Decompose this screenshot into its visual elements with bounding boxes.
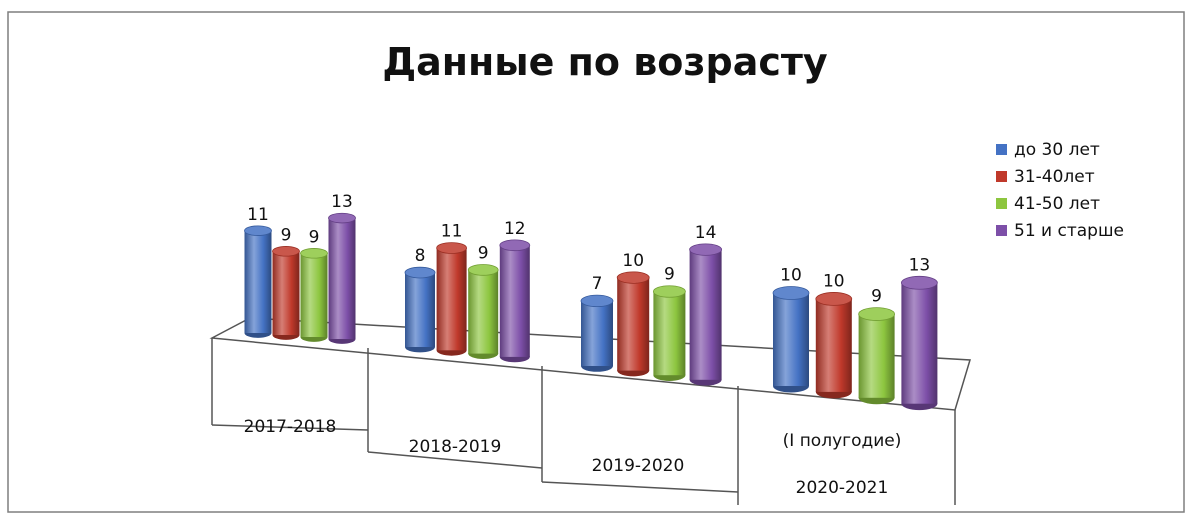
category-label: 2017-2018 <box>244 417 337 437</box>
category-label: 2020-2021 <box>796 478 889 498</box>
legend-label: 41-50 лет <box>1014 194 1100 214</box>
bar-2-2 <box>436 242 468 356</box>
bar-1-1 <box>244 225 272 338</box>
bar-1-3 <box>580 294 614 372</box>
data-label: 12 <box>504 219 526 239</box>
bar-4-2 <box>499 239 531 363</box>
data-label: 8 <box>415 246 426 266</box>
data-label: 10 <box>622 251 644 271</box>
data-label: 9 <box>871 287 882 307</box>
legend-item: 31-40лет <box>996 167 1095 187</box>
bar-3-4 <box>858 307 895 405</box>
legend-item: до 30 лет <box>996 140 1100 160</box>
category-label: (I полугодие) <box>783 431 902 451</box>
bar-4-3 <box>689 243 722 386</box>
data-label: 10 <box>823 271 845 291</box>
legend-label: 51 и старше <box>1014 221 1124 241</box>
data-label: 13 <box>909 255 931 275</box>
legend-swatch <box>996 198 1007 209</box>
bar-2-4 <box>815 292 853 399</box>
bar-1-4 <box>772 286 810 393</box>
bar-3-3 <box>653 285 686 381</box>
legend-item: 51 и старше <box>996 221 1124 241</box>
legend-label: до 30 лет <box>1014 140 1100 160</box>
data-label: 10 <box>780 266 802 286</box>
category-labels-group: 2017-2018 2018-2019 2019-2020 (I полугодие)… <box>244 417 902 498</box>
bar-2-1 <box>272 246 300 340</box>
legend-swatch <box>996 171 1007 182</box>
data-label: 9 <box>664 265 675 285</box>
data-label: 9 <box>281 225 292 245</box>
bar-1-2 <box>404 266 436 353</box>
legend: до 30 лет 31-40лет 41-50 лет 51 и старше <box>996 140 1124 241</box>
bars-group <box>244 212 938 411</box>
data-label: 9 <box>478 244 489 264</box>
bar-4-4 <box>901 275 938 411</box>
legend-swatch <box>996 144 1007 155</box>
legend-label: 31-40лет <box>1014 167 1095 187</box>
bar-3-1 <box>300 248 328 342</box>
legend-swatch <box>996 225 1007 236</box>
category-label: 2019-2020 <box>592 456 685 476</box>
data-label: 11 <box>441 222 463 242</box>
bar-2-3 <box>616 271 650 377</box>
chart-title: Данные по возрасту <box>382 40 828 84</box>
category-label: 2018-2019 <box>409 437 502 457</box>
data-label: 7 <box>592 274 603 294</box>
data-label: 9 <box>309 227 320 247</box>
data-label: 11 <box>247 205 269 225</box>
bar-4-1 <box>328 212 356 344</box>
data-label: 13 <box>331 192 353 212</box>
chart-border <box>7 11 1185 513</box>
legend-item: 41-50 лет <box>996 194 1100 214</box>
data-label: 14 <box>695 223 717 243</box>
bar-3-2 <box>467 264 499 359</box>
